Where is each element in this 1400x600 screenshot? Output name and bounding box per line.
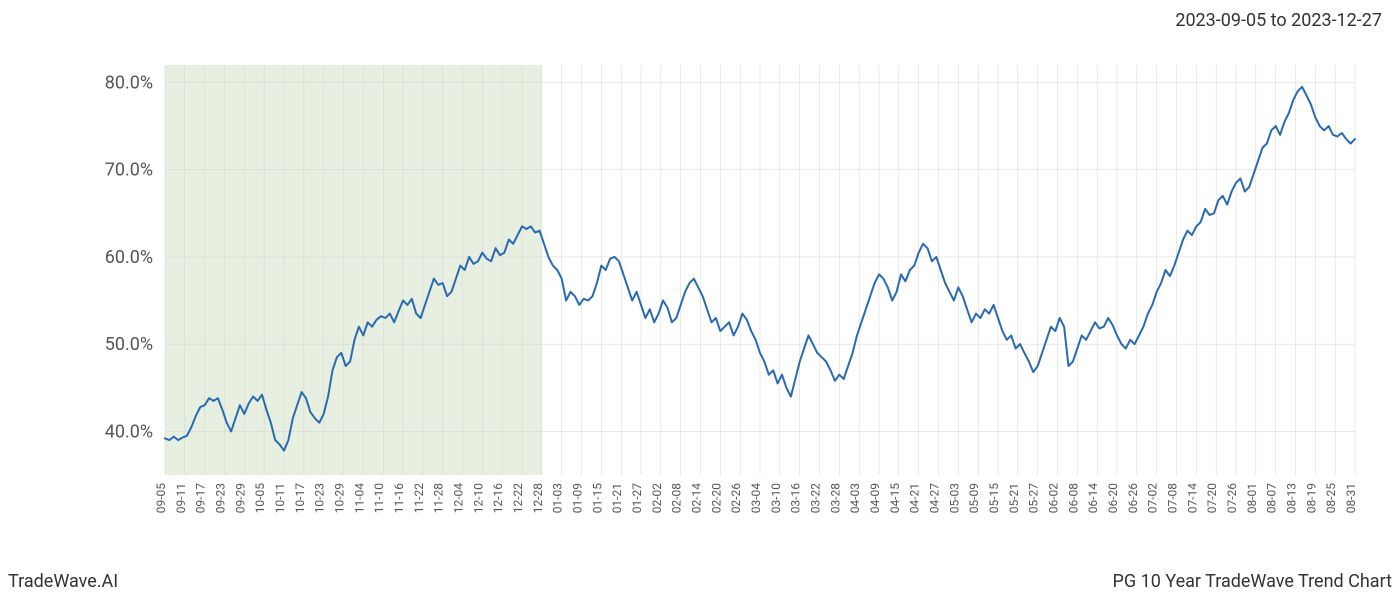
svg-text:11-04: 11-04 (352, 483, 366, 514)
svg-text:02-20: 02-20 (709, 483, 723, 514)
svg-text:04-21: 04-21 (908, 483, 922, 513)
svg-text:05-09: 05-09 (967, 483, 981, 513)
chart-title: PG 10 Year TradeWave Trend Chart (1113, 571, 1392, 592)
svg-text:12-22: 12-22 (511, 483, 525, 514)
svg-text:60.0%: 60.0% (105, 247, 153, 268)
svg-text:03-16: 03-16 (789, 483, 803, 514)
svg-text:01-21: 01-21 (610, 483, 624, 513)
svg-text:07-14: 07-14 (1185, 483, 1199, 514)
svg-text:07-20: 07-20 (1205, 483, 1219, 514)
svg-text:80.0%: 80.0% (105, 72, 153, 93)
svg-text:04-03: 04-03 (848, 483, 862, 513)
svg-text:11-28: 11-28 (432, 483, 446, 514)
svg-text:02-14: 02-14 (690, 483, 704, 514)
svg-text:08-31: 08-31 (1344, 483, 1358, 513)
svg-text:11-22: 11-22 (412, 483, 426, 514)
svg-text:08-01: 08-01 (1245, 483, 1259, 513)
svg-text:01-27: 01-27 (630, 483, 644, 514)
svg-text:06-14: 06-14 (1086, 483, 1100, 514)
svg-text:09-05: 09-05 (154, 483, 168, 514)
svg-text:04-09: 04-09 (868, 483, 882, 513)
svg-text:05-27: 05-27 (1027, 483, 1041, 514)
svg-text:06-08: 06-08 (1066, 483, 1080, 514)
svg-text:50.0%: 50.0% (105, 334, 153, 355)
svg-text:10-11: 10-11 (273, 483, 287, 513)
svg-text:40.0%: 40.0% (105, 421, 153, 442)
svg-text:07-08: 07-08 (1166, 483, 1180, 514)
svg-text:09-29: 09-29 (233, 483, 247, 513)
svg-text:10-29: 10-29 (333, 483, 347, 513)
svg-text:03-28: 03-28 (828, 483, 842, 514)
svg-text:08-13: 08-13 (1285, 483, 1299, 513)
date-range-label: 2023-09-05 to 2023-12-27 (1175, 10, 1382, 31)
svg-text:10-17: 10-17 (293, 483, 307, 514)
svg-text:04-27: 04-27 (928, 483, 942, 514)
svg-text:02-26: 02-26 (729, 483, 743, 514)
svg-text:09-17: 09-17 (194, 483, 208, 514)
svg-text:11-10: 11-10 (372, 483, 386, 514)
svg-text:12-28: 12-28 (531, 483, 545, 514)
svg-text:03-22: 03-22 (809, 483, 823, 514)
svg-text:06-02: 06-02 (1047, 483, 1061, 514)
svg-text:01-09: 01-09 (571, 483, 585, 513)
svg-text:01-15: 01-15 (590, 483, 604, 514)
svg-text:11-16: 11-16 (392, 483, 406, 514)
svg-text:08-07: 08-07 (1265, 483, 1279, 514)
svg-text:05-03: 05-03 (947, 483, 961, 513)
svg-text:09-23: 09-23 (214, 483, 228, 513)
brand-label: TradeWave.AI (8, 571, 118, 592)
svg-text:06-26: 06-26 (1126, 483, 1140, 514)
svg-text:06-20: 06-20 (1106, 483, 1120, 514)
svg-text:03-10: 03-10 (769, 483, 783, 514)
svg-text:12-16: 12-16 (491, 483, 505, 514)
svg-text:12-04: 12-04 (452, 483, 466, 514)
svg-text:05-21: 05-21 (1007, 483, 1021, 513)
svg-text:09-11: 09-11 (174, 483, 188, 513)
svg-text:02-02: 02-02 (650, 483, 664, 514)
svg-text:01-03: 01-03 (551, 483, 565, 513)
trend-chart: 40.0% 50.0% 60.0% 70.0% 80.0% 09-05 09-11 09-17… (55, 55, 1375, 535)
svg-text:07-02: 07-02 (1146, 483, 1160, 514)
svg-text:05-15: 05-15 (987, 483, 1001, 514)
svg-text:12-10: 12-10 (471, 483, 485, 514)
svg-text:08-25: 08-25 (1324, 483, 1338, 514)
svg-text:70.0%: 70.0% (105, 160, 153, 181)
svg-text:02-08: 02-08 (670, 483, 684, 514)
svg-text:03-04: 03-04 (749, 483, 763, 514)
svg-text:10-23: 10-23 (313, 483, 327, 513)
svg-text:04-15: 04-15 (888, 483, 902, 514)
svg-text:08-19: 08-19 (1304, 483, 1318, 513)
svg-text:10-05: 10-05 (253, 483, 267, 514)
svg-text:07-26: 07-26 (1225, 483, 1239, 514)
